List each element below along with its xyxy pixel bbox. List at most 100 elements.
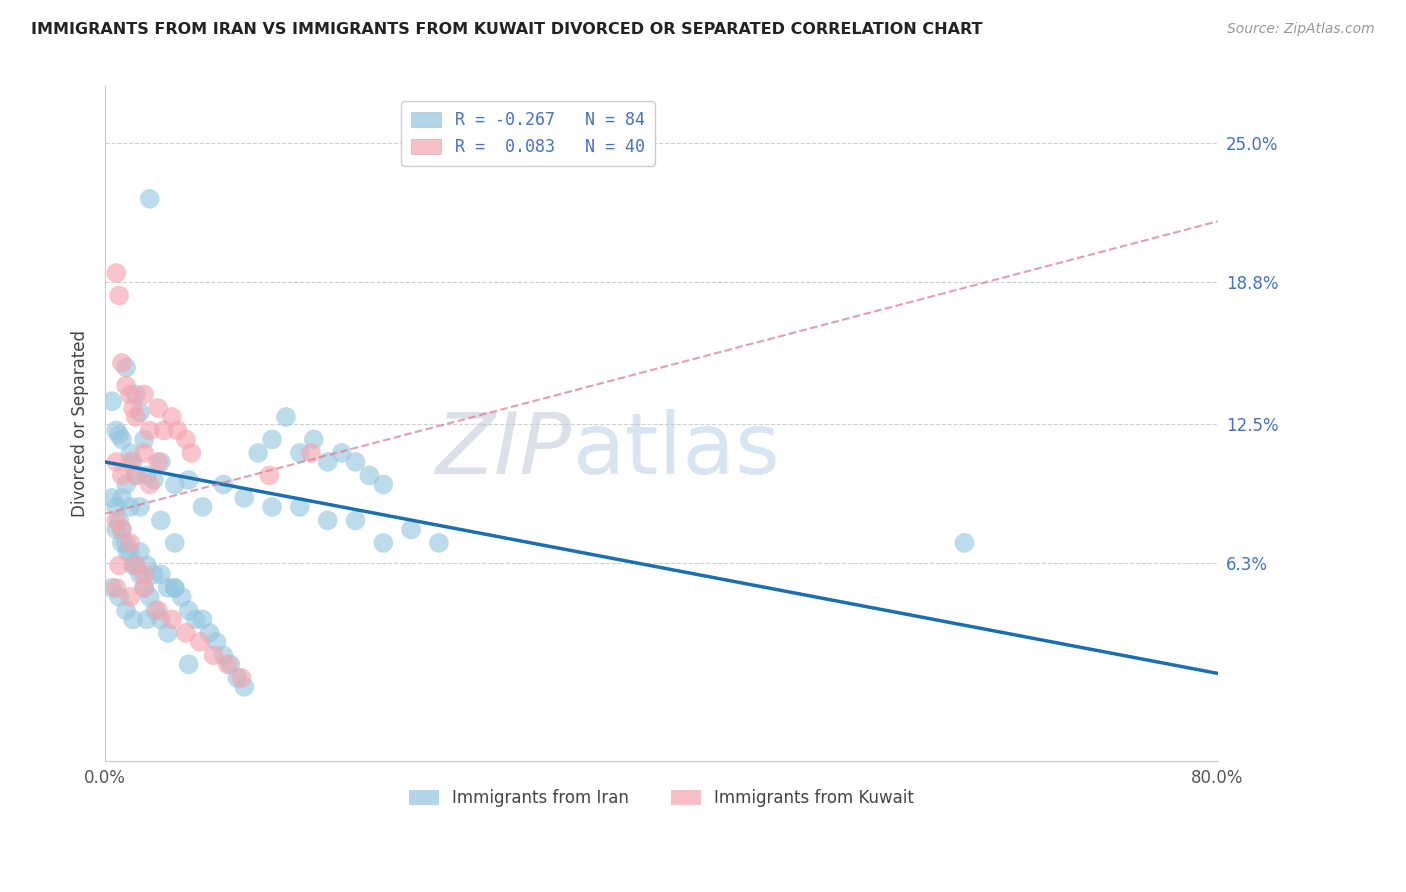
Point [149, 513, 172, 527]
Text: Source: ZipAtlas.com: Source: ZipAtlas.com [1227, 22, 1375, 37]
Point [134, 387, 156, 401]
Point [138, 477, 160, 491]
Point [205, 635, 228, 649]
Point [108, 428, 131, 442]
Point [149, 612, 172, 626]
Point [125, 558, 148, 573]
Point [138, 192, 160, 206]
Point [219, 657, 242, 672]
Point [146, 401, 169, 415]
Point [134, 446, 156, 460]
Point [142, 567, 165, 582]
Point [111, 356, 134, 370]
Point [359, 468, 381, 483]
Point [174, 433, 197, 447]
Point [115, 378, 138, 392]
Point [299, 446, 322, 460]
Point [134, 433, 156, 447]
Point [138, 590, 160, 604]
Point [111, 536, 134, 550]
Point [122, 401, 145, 415]
Point [184, 612, 207, 626]
Point [105, 581, 128, 595]
Point [125, 468, 148, 483]
Point [105, 513, 128, 527]
Point [117, 545, 139, 559]
Point [149, 567, 172, 582]
Text: ZIP: ZIP [436, 409, 572, 492]
Point [105, 523, 128, 537]
Point [262, 500, 284, 514]
Point [302, 433, 325, 447]
Point [152, 424, 174, 438]
Point [177, 603, 200, 617]
Point [108, 288, 131, 302]
Point [166, 424, 188, 438]
Point [399, 523, 422, 537]
Point [129, 545, 152, 559]
Point [160, 409, 183, 424]
Point [120, 387, 142, 401]
Point [373, 536, 395, 550]
Point [259, 468, 281, 483]
Point [146, 455, 169, 469]
Point [177, 657, 200, 672]
Point [217, 657, 239, 672]
Point [111, 523, 134, 537]
Point [274, 409, 297, 424]
Point [125, 468, 148, 483]
Point [177, 473, 200, 487]
Point [288, 500, 311, 514]
Point [105, 424, 128, 438]
Point [101, 394, 124, 409]
Point [122, 455, 145, 469]
Point [125, 558, 148, 573]
Point [111, 523, 134, 537]
Point [105, 266, 128, 280]
Point [108, 513, 131, 527]
Point [134, 581, 156, 595]
Point [115, 477, 138, 491]
Point [330, 446, 353, 460]
Point [233, 680, 256, 694]
Point [212, 477, 235, 491]
Point [143, 603, 166, 617]
Point [101, 581, 124, 595]
Point [120, 590, 142, 604]
Point [316, 455, 339, 469]
Point [373, 477, 395, 491]
Point [129, 567, 152, 582]
Point [163, 581, 186, 595]
Point [111, 468, 134, 483]
Point [288, 446, 311, 460]
Point [122, 612, 145, 626]
Point [115, 536, 138, 550]
Point [120, 536, 142, 550]
Point [202, 648, 225, 663]
Point [135, 558, 157, 573]
Point [135, 468, 157, 483]
Point [146, 603, 169, 617]
Point [115, 360, 138, 375]
Point [125, 409, 148, 424]
Point [105, 500, 128, 514]
Point [231, 671, 253, 685]
Point [108, 558, 131, 573]
Point [120, 545, 142, 559]
Point [135, 612, 157, 626]
Point [191, 500, 214, 514]
Point [262, 433, 284, 447]
Point [120, 455, 142, 469]
Point [120, 446, 142, 460]
Point [427, 536, 450, 550]
Point [344, 455, 367, 469]
Text: IMMIGRANTS FROM IRAN VS IMMIGRANTS FROM KUWAIT DIVORCED OR SEPARATED CORRELATION: IMMIGRANTS FROM IRAN VS IMMIGRANTS FROM … [31, 22, 983, 37]
Point [163, 536, 186, 550]
Legend: Immigrants from Iran, Immigrants from Kuwait: Immigrants from Iran, Immigrants from Ku… [402, 782, 921, 814]
Text: atlas: atlas [572, 409, 780, 492]
Point [134, 581, 156, 595]
Point [125, 387, 148, 401]
Point [953, 536, 976, 550]
Point [212, 648, 235, 663]
Point [174, 626, 197, 640]
